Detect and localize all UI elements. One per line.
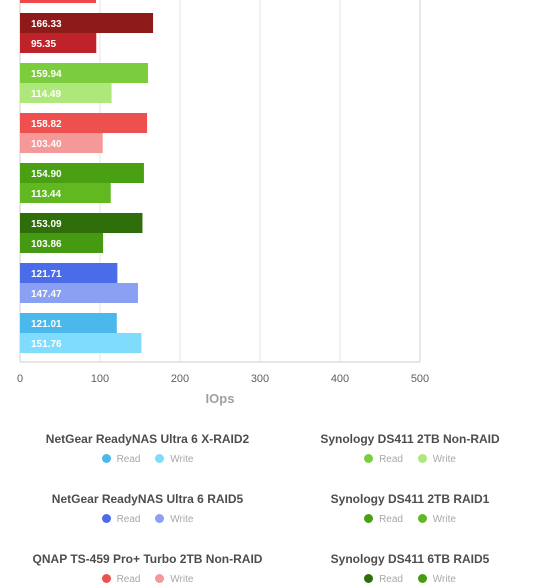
- bar-chart: 0 100 200 300 400 500 IOps 166.33 95.35 159.94 114…: [17, 0, 429, 406]
- bar[interactable]: [20, 213, 143, 233]
- bar-value-label: 121.71: [31, 269, 62, 280]
- bar-value-label: 103.86: [31, 239, 62, 250]
- bar-value-label: 158.82: [31, 119, 62, 130]
- legend-qnap-ts459[interactable]: QNAP TS-459 Pro+ Turbo 2TB Non-RAID Read…: [30, 552, 265, 585]
- write-label: Write: [170, 574, 194, 585]
- bar[interactable]: [20, 33, 97, 53]
- write-dot-icon: [417, 454, 427, 463]
- legend: NetGear ReadyNAS Ultra 6 X-RAID2 Read Wr…: [0, 420, 560, 585]
- legend-synology-2tb-nonraid[interactable]: Synology DS411 2TB Non-RAID Read Write: [300, 432, 520, 465]
- bar-value-label: 95.35: [31, 39, 56, 50]
- bar[interactable]: [20, 183, 111, 203]
- bar[interactable]: [20, 133, 103, 153]
- x-tick-label: 300: [251, 373, 269, 385]
- write-label: Write: [170, 514, 194, 525]
- bar[interactable]: [20, 313, 117, 333]
- bar-value-label: 114.49: [31, 89, 61, 100]
- legend-synology-6tb-raid5[interactable]: Synology DS411 6TB RAID5 Read Write: [300, 552, 520, 585]
- read-dot-icon: [101, 514, 111, 523]
- bar[interactable]: [20, 163, 144, 183]
- legend-netgear-xraid2[interactable]: NetGear ReadyNAS Ultra 6 X-RAID2 Read Wr…: [30, 432, 265, 465]
- read-label: Read: [116, 454, 141, 465]
- legend-synology-2tb-raid1[interactable]: Synology DS411 2TB RAID1 Read Write: [300, 492, 520, 525]
- x-tick-label: 200: [171, 373, 189, 385]
- bar[interactable]: [20, 333, 142, 353]
- bar-value-label: 121.01: [31, 319, 62, 330]
- write-label: Write: [432, 574, 456, 585]
- write-label: Write: [432, 514, 456, 525]
- x-tick-label: 0: [17, 373, 23, 385]
- legend-title: NetGear ReadyNAS Ultra 6 RAID5: [51, 492, 244, 506]
- bar[interactable]: [20, 233, 104, 253]
- write-dot-icon: [155, 574, 165, 583]
- bar-value-label: 166.33: [31, 19, 62, 30]
- legend-title: Synology DS411 2TB RAID1: [330, 492, 490, 506]
- bar-value-label: 113.44: [31, 189, 61, 200]
- x-tick-label: 400: [331, 373, 349, 385]
- x-tick-label: 100: [91, 373, 109, 385]
- bar-value-label: 103.40: [31, 139, 62, 150]
- bar-value-label: 159.94: [31, 69, 62, 80]
- bar-value-label: 147.47: [31, 289, 62, 300]
- bar[interactable]: [20, 83, 112, 103]
- read-dot-icon: [101, 574, 111, 583]
- bar-value-label: 151.76: [31, 339, 62, 350]
- x-axis-title: IOps: [206, 391, 235, 406]
- legend-title: NetGear ReadyNAS Ultra 6 X-RAID2: [45, 432, 250, 446]
- write-dot-icon: [417, 514, 427, 523]
- bar-value-label: 153.09: [31, 219, 62, 230]
- write-dot-icon: [417, 574, 427, 583]
- write-label: Write: [170, 454, 194, 465]
- bar[interactable]: [20, 13, 154, 33]
- read-label: Read: [379, 574, 403, 585]
- x-tick-label: 500: [411, 373, 429, 385]
- bar[interactable]: [20, 263, 118, 283]
- bar-value-label: 154.90: [31, 169, 62, 180]
- write-label: Write: [432, 454, 456, 465]
- read-dot-icon: [364, 454, 374, 463]
- legend-netgear-raid5[interactable]: NetGear ReadyNAS Ultra 6 RAID5 Read Writ…: [30, 492, 265, 525]
- read-dot-icon: [364, 514, 374, 523]
- bar[interactable]: [20, 63, 148, 83]
- legend-title: QNAP TS-459 Pro+ Turbo 2TB Non-RAID: [32, 552, 263, 566]
- write-dot-icon: [155, 514, 165, 523]
- legend-title: Synology DS411 6TB RAID5: [330, 552, 490, 566]
- bar[interactable]: [20, 113, 148, 133]
- legend-title: Synology DS411 2TB Non-RAID: [320, 432, 500, 446]
- read-label: Read: [379, 514, 403, 525]
- read-dot-icon: [364, 574, 374, 583]
- read-dot-icon: [101, 454, 111, 463]
- read-label: Read: [116, 514, 141, 525]
- bar[interactable]: [20, 0, 96, 3]
- write-dot-icon: [155, 454, 165, 463]
- read-label: Read: [116, 574, 141, 585]
- bar[interactable]: [20, 283, 138, 303]
- read-label: Read: [379, 454, 403, 465]
